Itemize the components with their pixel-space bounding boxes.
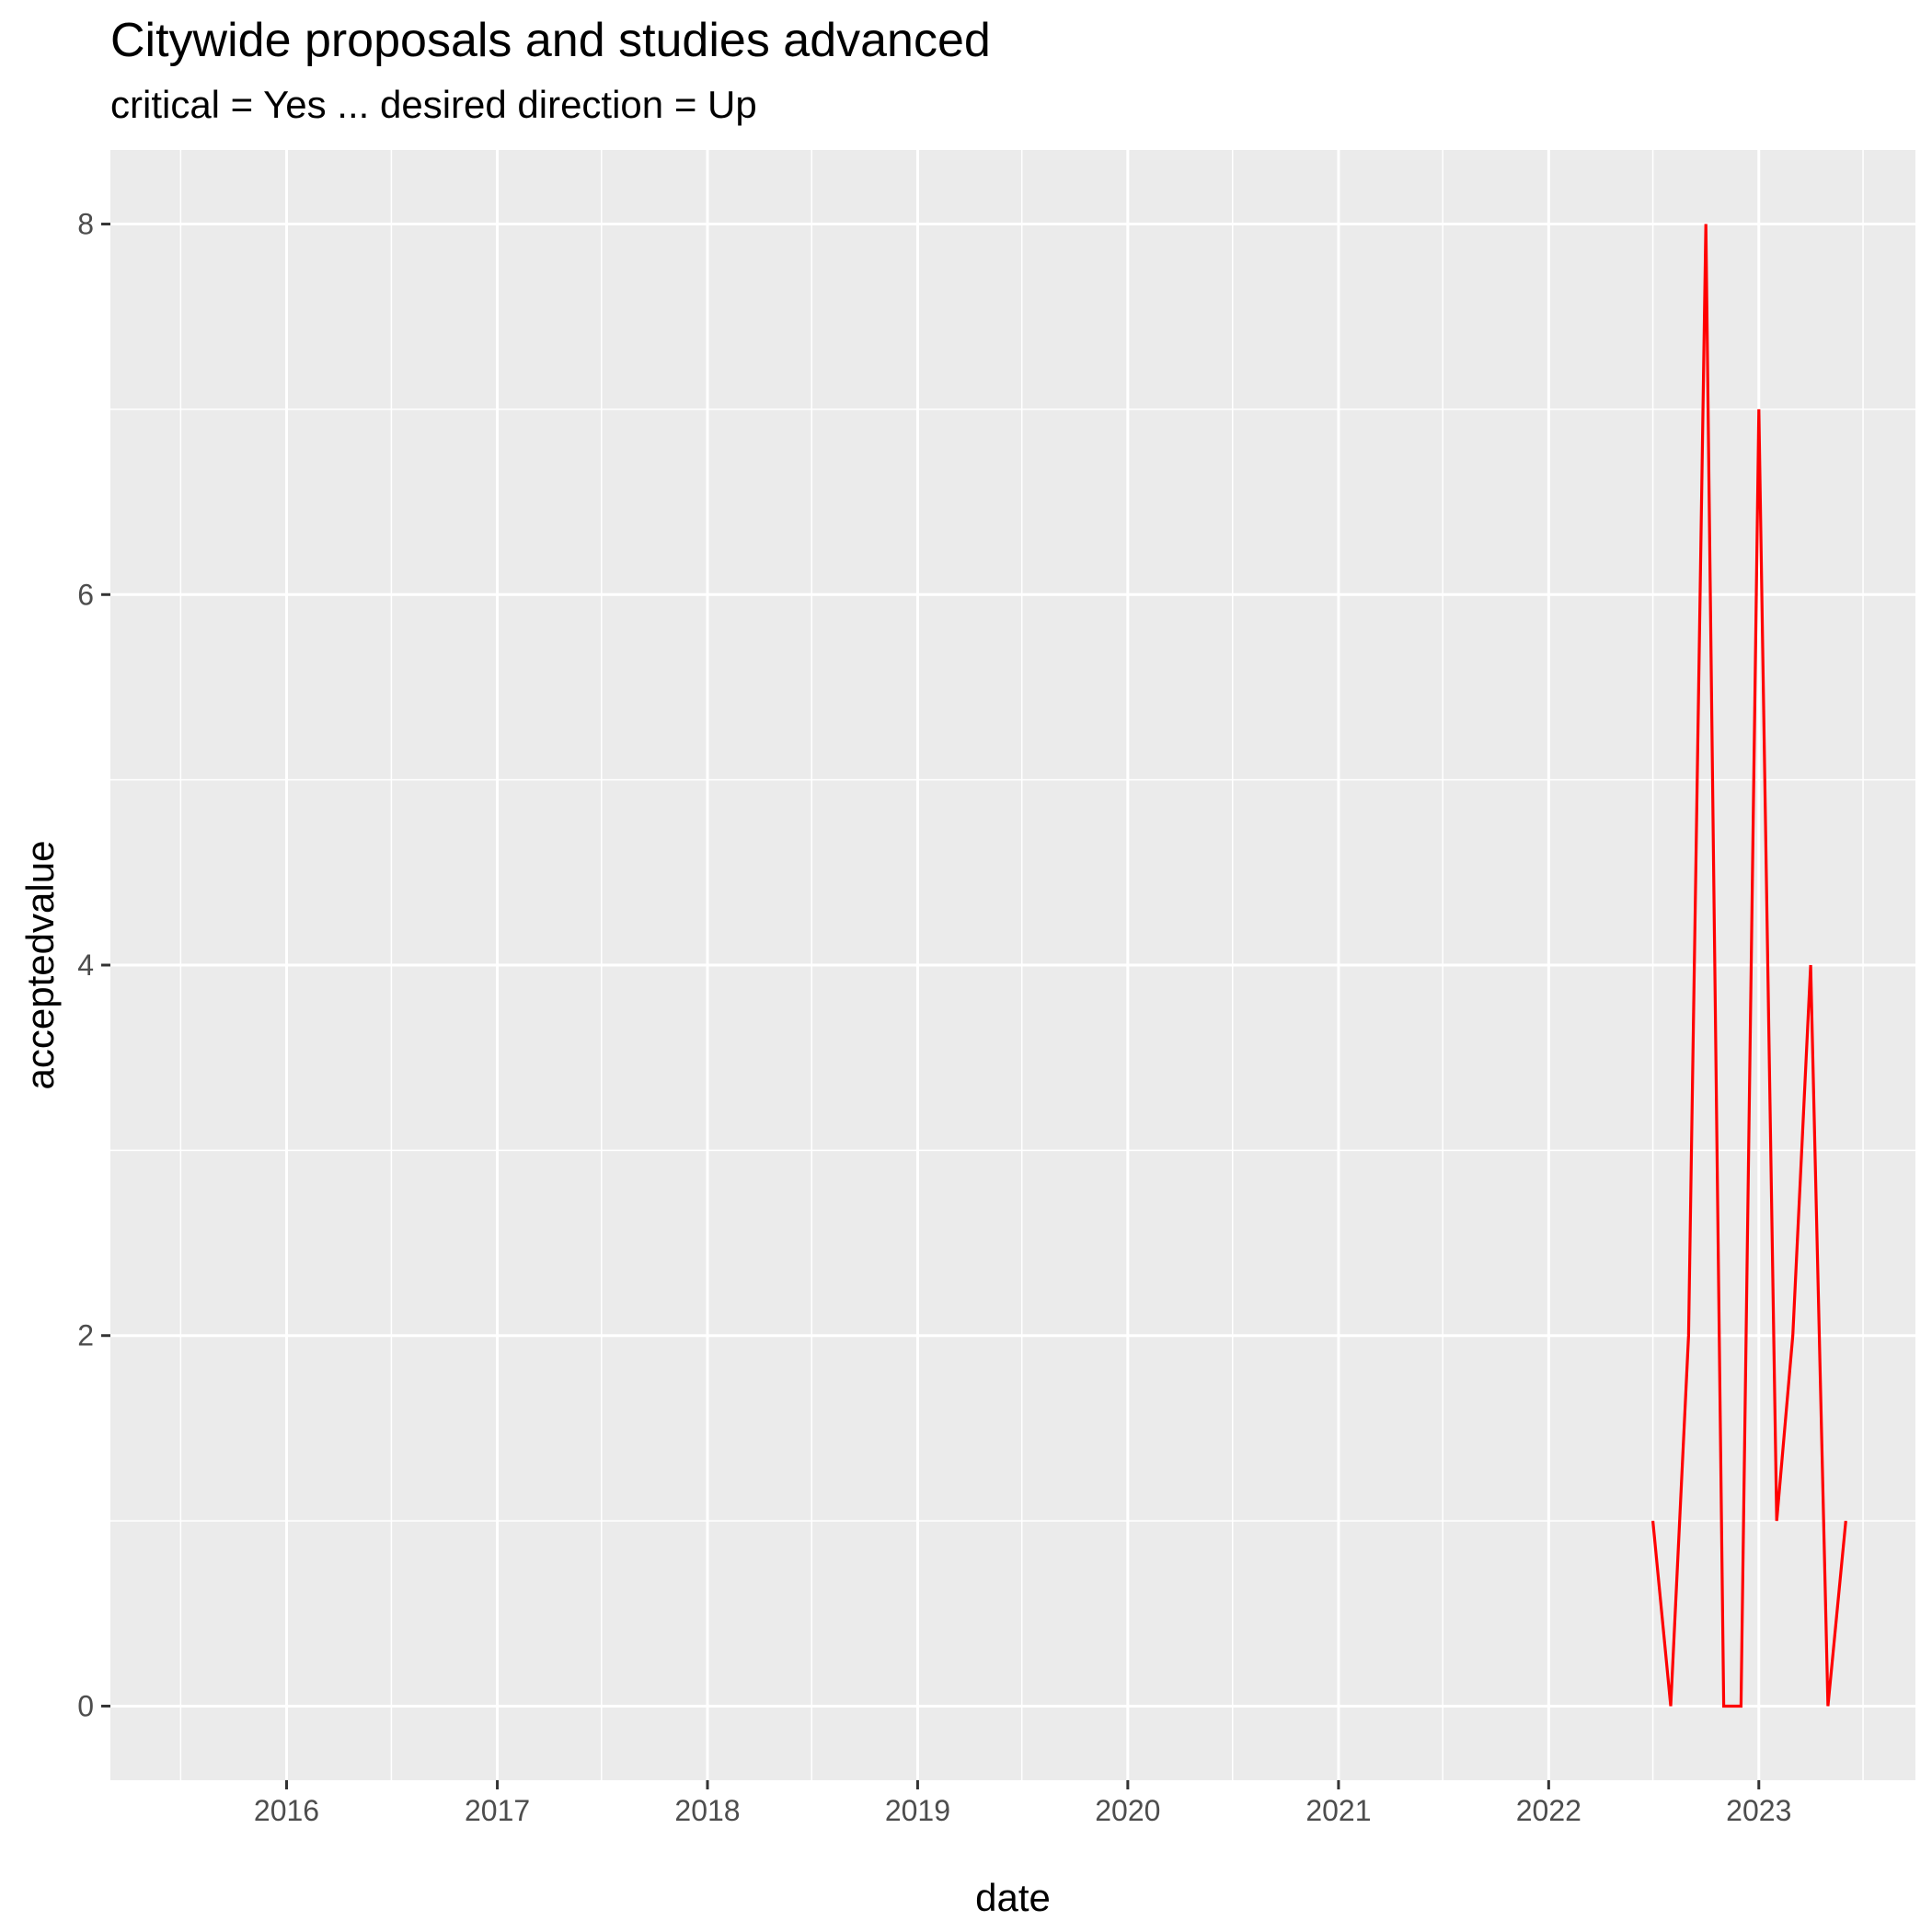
axis-ticks [101,223,1761,1789]
tick-labels: 0 2 4 6 8 2016 2017 2018 2019 2020 2021 2022 2023 [77,208,1791,1827]
x-tick-label: 2019 [885,1794,950,1827]
chart-title: Citywide proposals and studies advanced [110,14,991,67]
y-tick-label: 0 [77,1689,94,1722]
y-tick-label: 2 [77,1319,94,1352]
x-tick-label: 2021 [1305,1794,1371,1827]
series-layer [1651,224,1847,1708]
x-axis-title: date [975,1876,1051,1919]
series-line [1651,224,1847,1708]
x-tick-label: 2018 [674,1794,740,1827]
x-tick-label: 2020 [1095,1794,1160,1827]
major-grid [110,150,1915,1780]
x-tick-label: 2016 [254,1794,319,1827]
x-tick-label: 2023 [1726,1794,1791,1827]
y-axis-title: acceptedvalue [18,841,62,1090]
chart-subtitle: critical = Yes ... desired direction = U… [110,83,757,126]
x-tick-label: 2017 [465,1794,530,1827]
y-tick-label: 8 [77,208,94,241]
x-tick-label: 2022 [1516,1794,1581,1827]
y-tick-label: 4 [77,949,94,982]
y-tick-label: 6 [77,578,94,611]
